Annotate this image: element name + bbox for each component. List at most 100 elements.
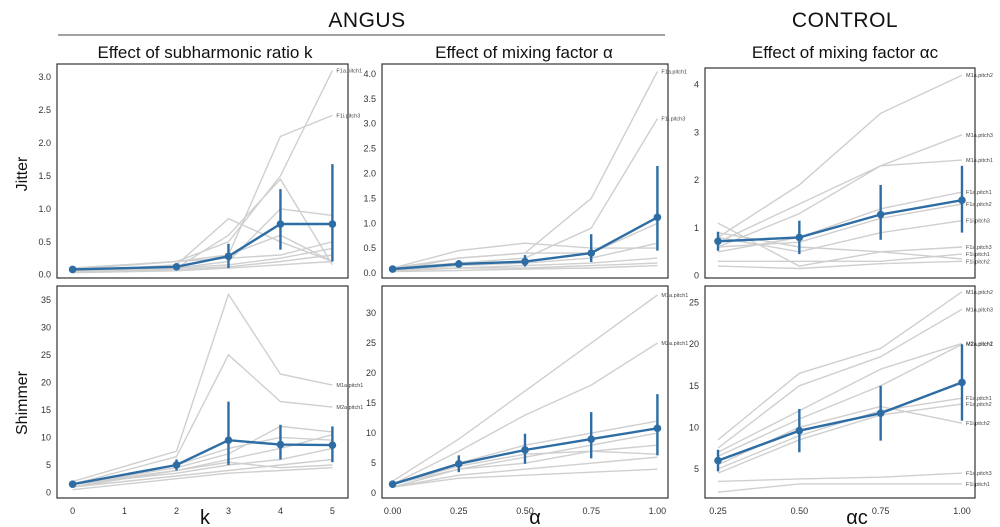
series-line <box>717 134 963 243</box>
y-tick-label: 4 <box>694 80 699 90</box>
x-tick-label: 0.00 <box>384 506 402 516</box>
y-tick-label: 25 <box>41 350 51 360</box>
x-tick-label: 2 <box>174 506 179 516</box>
series-line <box>392 242 658 269</box>
mean-point <box>276 440 285 449</box>
series-label: M2a.pitch1 <box>661 341 688 347</box>
series-label: F1i.pitch3 <box>966 219 990 225</box>
series-label: M1a.pitch1 <box>966 158 993 164</box>
mean-line <box>717 199 963 243</box>
series-line <box>392 294 658 482</box>
x-tick-label: 3 <box>226 506 231 516</box>
y-tick-label: 2 <box>694 175 699 185</box>
series-line <box>392 468 658 488</box>
series-label: F1i.pitch3 <box>336 113 360 119</box>
y-tick-label: 15 <box>41 405 51 415</box>
panel-shimmer_control: αc 5 10 15 20 25 0.25 0.50 0.75 1.00 M1a.pitch2 M1a… <box>689 285 993 527</box>
mean-point <box>172 461 181 469</box>
mean-point <box>521 446 529 454</box>
mean-point <box>224 252 233 261</box>
series-label: F1i.pitch2 <box>966 421 990 427</box>
x-tick-label: 0.50 <box>516 506 534 516</box>
series-label: M1a.pitch3 <box>966 133 993 139</box>
y-tick-label: 20 <box>41 377 51 387</box>
series-label: F1a.pitch2 <box>966 402 992 408</box>
mean-point <box>958 378 966 387</box>
x-tick-label: 1 <box>122 506 127 516</box>
mean-point <box>388 480 397 488</box>
y-tick-label: 3 <box>694 127 699 137</box>
y-tick-label: 30 <box>41 322 51 332</box>
series-line <box>72 353 333 485</box>
y-tick-label: 0 <box>371 488 376 498</box>
panel-shimmer_alpha: α 0 5 10 15 20 25 30 0.00 0.25 0.50 0.75 1.00 M1a.pit… <box>366 285 688 527</box>
mean-point <box>653 424 662 433</box>
mean-line <box>717 381 963 462</box>
y-tick-label: 20 <box>366 368 376 378</box>
series-line <box>717 342 963 453</box>
series-label: M2a.pitch2 <box>966 341 993 347</box>
y-tick-label: 0.0 <box>38 270 51 280</box>
row-label-jitter: Jitter <box>14 156 31 191</box>
series-label: M1a.pitch1 <box>661 293 688 299</box>
panel-frame <box>56 63 349 279</box>
mean-point <box>795 426 804 435</box>
panel-title: Effect of mixing factor αc <box>752 43 939 62</box>
series-line <box>72 458 333 488</box>
series-line <box>392 456 658 488</box>
x-tick-label: 0 <box>70 506 75 516</box>
series-line <box>717 74 963 238</box>
series-line <box>718 253 963 262</box>
y-tick-label: 1.0 <box>363 218 376 228</box>
series-label: F1a.pitch2 <box>966 202 992 208</box>
mean-point <box>328 220 337 228</box>
mean-point <box>224 436 233 444</box>
series-line <box>717 308 963 449</box>
series-line <box>392 264 658 273</box>
series-label: F1a.pitch3 <box>966 245 992 251</box>
y-tick-label: 0 <box>694 271 699 281</box>
y-tick-label: 4.0 <box>363 69 376 79</box>
series-label: F1i.pitch3 <box>661 117 685 123</box>
x-tick-label: 1.00 <box>649 506 667 516</box>
y-tick-label: 5 <box>371 458 376 468</box>
series-line <box>392 262 658 272</box>
mean-point <box>454 260 463 268</box>
panel-shimmer_k: k 0 5 10 15 20 25 30 35 0 1 2 3 4 5 M1a.pitch1 M2a.pitch… <box>41 285 363 527</box>
series-label: F1a.pitch1 <box>966 396 992 402</box>
x-axis-label: k <box>200 507 211 527</box>
y-tick-label: 0 <box>46 487 51 497</box>
y-tick-label: 20 <box>689 339 699 349</box>
y-tick-label: 2.0 <box>363 168 376 178</box>
series-label: F1i.pitch1 <box>966 482 990 488</box>
series-label: M1a.pitch2 <box>966 290 993 296</box>
mean-point <box>521 257 529 266</box>
y-tick-label: 1.5 <box>363 193 376 203</box>
panel-frame <box>381 63 669 279</box>
x-tick-label: 1.00 <box>953 506 971 516</box>
series-line <box>717 159 963 248</box>
y-tick-label: 1 <box>694 223 699 233</box>
y-tick-label: 3.0 <box>363 119 376 129</box>
y-tick-label: 2.5 <box>38 105 51 115</box>
series-label: M1a.pitch2 <box>966 73 993 79</box>
y-tick-label: 15 <box>689 381 699 391</box>
series-line <box>72 447 333 485</box>
x-tick-label: 0.25 <box>450 506 468 516</box>
mean-point <box>714 456 722 465</box>
series-label: F1a.pitch1 <box>966 190 992 196</box>
y-tick-label: 2.5 <box>363 144 376 154</box>
mean-point <box>795 233 804 242</box>
series-label: F1a.pitch1 <box>661 69 687 75</box>
mean-point <box>276 220 285 228</box>
x-tick-label: 4 <box>278 506 283 516</box>
series-line <box>72 467 333 491</box>
mean-point <box>587 249 596 257</box>
y-tick-label: 2.0 <box>38 138 51 148</box>
y-tick-label: 0.5 <box>38 237 51 247</box>
series-label: F1i.pitch1 <box>966 252 990 258</box>
y-tick-label: 10 <box>366 428 376 438</box>
panel-jitter_alpha: Effect of mixing factor α 0.0 0.5 1.0 1.5 2.0… <box>363 43 687 279</box>
x-tick-label: 5 <box>330 506 335 516</box>
